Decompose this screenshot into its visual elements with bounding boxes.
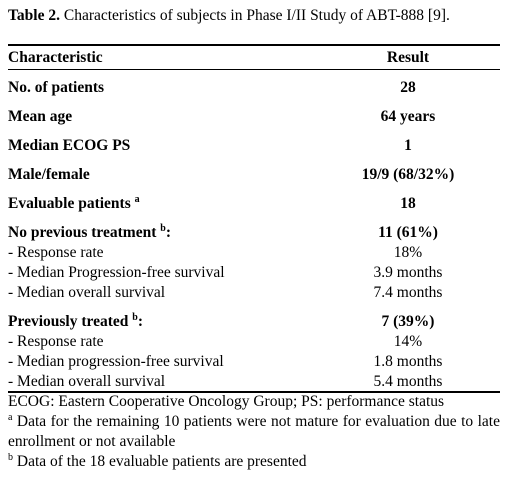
table-row: - Median progression-free survival 1.8 mo… bbox=[8, 352, 500, 372]
sub-label: - Median Progression-free survival bbox=[8, 264, 225, 281]
row-label: Median ECOG PS bbox=[8, 136, 130, 156]
row-result: 18 bbox=[400, 195, 416, 212]
sub-result: 18% bbox=[393, 244, 423, 261]
label-text: No previous treatment bbox=[8, 224, 157, 241]
row-label: No previous treatment b: bbox=[8, 223, 171, 243]
label-text: Median ECOG PS bbox=[8, 137, 131, 154]
footnote: b Data of the 18 evaluable patients are … bbox=[8, 452, 500, 472]
table-row: - Median overall survival 5.4 months bbox=[8, 372, 500, 392]
header-row: Characteristic Result bbox=[8, 48, 500, 68]
sub-result: 14% bbox=[393, 333, 423, 350]
label-colon: : bbox=[165, 224, 171, 241]
header-rule bbox=[8, 69, 500, 70]
top-rule bbox=[8, 44, 500, 46]
footnote-mark: a bbox=[8, 412, 13, 423]
label-text: Evaluable patients bbox=[8, 195, 131, 212]
table-row: - Response rate 18% bbox=[8, 243, 500, 263]
table-row: Evaluable patients a 18 bbox=[8, 194, 500, 214]
table-row: Mean age 64 years bbox=[8, 107, 500, 127]
footnotes: ECOG: Eastern Cooperative Oncology Group… bbox=[8, 392, 500, 472]
header-cell: Characteristic bbox=[8, 49, 103, 66]
label-text: No. of patients bbox=[8, 79, 105, 96]
table-row: - Median overall survival 7.4 months bbox=[8, 283, 500, 303]
footnote-mark: b bbox=[132, 312, 138, 323]
sub-label: - Median overall survival bbox=[8, 373, 166, 390]
row-label: Mean age bbox=[8, 107, 72, 127]
label-colon: : bbox=[137, 313, 143, 330]
sub-label: - Response rate bbox=[8, 333, 104, 350]
footnote-mark: a bbox=[134, 194, 140, 205]
label-text: Previously treated bbox=[8, 313, 129, 330]
table-row: Previously treated b: 7 (39%) bbox=[8, 312, 500, 332]
sub-result: 3.9 months bbox=[373, 264, 443, 281]
title-label: Table 2. bbox=[8, 7, 60, 24]
row-result: 1 bbox=[404, 137, 412, 154]
row-result: 7 (39%) bbox=[381, 313, 435, 330]
header-cell: Result bbox=[386, 49, 430, 66]
footnote-text: Data of the 18 evaluable patients are pr… bbox=[16, 453, 307, 470]
footnote-text: Data for the remaining 10 patients were … bbox=[8, 413, 500, 450]
table-row: - Response rate 14% bbox=[8, 332, 500, 352]
table-row: Median ECOG PS 1 bbox=[8, 136, 500, 156]
row-result: 28 bbox=[400, 79, 416, 96]
sub-label: - Response rate bbox=[8, 244, 104, 261]
row-label: Evaluable patients a bbox=[8, 194, 140, 214]
sub-result: 1.8 months bbox=[373, 353, 443, 370]
title-text: Characteristics of subjects in Phase I/I… bbox=[63, 7, 450, 24]
label-text: Male/female bbox=[8, 166, 90, 183]
bottom-rule bbox=[8, 391, 500, 393]
footnote-mark: b bbox=[160, 223, 166, 234]
table-row: Male/female 19/9 (68/32%) bbox=[8, 165, 500, 185]
sub-result: 5.4 months bbox=[373, 373, 443, 390]
row-result: 11 (61%) bbox=[378, 224, 438, 241]
footnote: a Data for the remaining 10 patients wer… bbox=[8, 412, 500, 452]
sub-label: - Median overall survival bbox=[8, 284, 166, 301]
table-title: Table 2. Characteristics of subjects in … bbox=[8, 6, 500, 26]
row-result: 64 years bbox=[380, 108, 436, 125]
footnote-mark: b bbox=[8, 452, 13, 463]
row-label: No. of patients bbox=[8, 78, 104, 98]
footnote-text: ECOG: Eastern Cooperative Oncology Group… bbox=[8, 393, 445, 410]
footnote: ECOG: Eastern Cooperative Oncology Group… bbox=[8, 392, 500, 412]
label-text: Mean age bbox=[8, 108, 73, 125]
table-row: No. of patients 28 bbox=[8, 78, 500, 98]
row-label: Previously treated b: bbox=[8, 312, 143, 332]
sub-label: - Median progression-free survival bbox=[8, 353, 224, 370]
row-label: Male/female bbox=[8, 165, 90, 185]
table-row: No previous treatment b: 11 (61%) bbox=[8, 223, 500, 243]
table-row: - Median Progression-free survival 3.9 mo… bbox=[8, 263, 500, 283]
sub-result: 7.4 months bbox=[373, 284, 443, 301]
row-result: 19/9 (68/32%) bbox=[361, 166, 455, 183]
